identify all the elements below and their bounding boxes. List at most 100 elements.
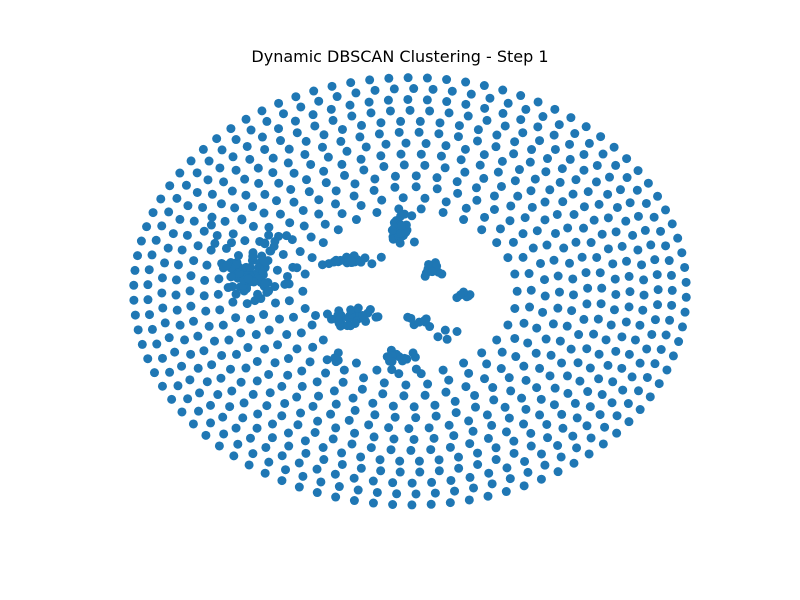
data-point [202, 377, 212, 387]
data-point [577, 252, 587, 262]
data-point [554, 287, 564, 297]
data-point [395, 238, 405, 248]
data-point [195, 388, 205, 398]
data-point [337, 124, 347, 134]
data-point [469, 483, 479, 493]
data-point [441, 387, 451, 397]
data-point [639, 275, 649, 285]
data-point [409, 237, 419, 247]
data-point [479, 150, 489, 160]
data-point [396, 211, 406, 221]
data-point [203, 175, 213, 185]
data-point [241, 114, 251, 124]
data-point [572, 443, 582, 453]
data-point [158, 353, 167, 363]
data-point [359, 373, 369, 383]
data-point [609, 305, 619, 315]
data-point [473, 125, 483, 135]
data-point [257, 106, 267, 116]
data-point [582, 344, 592, 354]
data-point [383, 95, 393, 105]
data-point [245, 433, 255, 443]
data-point [416, 149, 426, 159]
data-point [650, 359, 660, 369]
data-point [301, 136, 311, 146]
data-point [252, 423, 262, 433]
data-point [254, 178, 264, 188]
data-point [372, 207, 382, 217]
data-point [583, 387, 593, 397]
data-point [563, 223, 573, 233]
data-point [226, 272, 236, 282]
data-point [525, 302, 535, 312]
data-point [248, 252, 258, 262]
data-point [358, 310, 368, 320]
data-point [553, 467, 563, 477]
data-point [252, 376, 262, 386]
data-point [328, 115, 338, 125]
data-point [540, 275, 550, 285]
data-point [541, 167, 551, 177]
data-point [165, 181, 175, 191]
data-point [407, 478, 417, 488]
data-point [398, 193, 408, 203]
data-point [411, 413, 421, 423]
data-point [283, 428, 293, 438]
data-point [130, 265, 140, 275]
data-point [592, 160, 602, 170]
data-point [584, 138, 594, 148]
data-point [586, 433, 596, 443]
data-point [333, 225, 343, 235]
data-point [160, 318, 170, 328]
data-point [164, 207, 174, 217]
data-point [654, 379, 664, 389]
data-point [390, 412, 400, 422]
data-point [193, 331, 203, 341]
data-point [624, 271, 634, 281]
data-point [204, 321, 214, 331]
data-point [318, 443, 328, 452]
data-point [224, 335, 234, 345]
data-point [364, 420, 374, 430]
data-point [181, 180, 191, 190]
data-point [656, 226, 666, 236]
data-point [331, 186, 341, 196]
data-point [609, 142, 619, 152]
data-point [189, 256, 199, 266]
data-point [596, 132, 606, 142]
data-point [596, 299, 606, 309]
data-point [611, 346, 621, 356]
data-point [661, 241, 671, 251]
data-point [330, 199, 340, 209]
data-point [305, 357, 315, 367]
data-point [624, 417, 634, 427]
data-point [552, 209, 562, 219]
data-point [157, 381, 167, 391]
data-point [521, 375, 531, 385]
data-point [545, 371, 555, 381]
data-point [147, 250, 157, 260]
data-point [260, 278, 270, 288]
data-point [389, 434, 399, 444]
data-point [243, 343, 253, 353]
data-point [298, 471, 308, 481]
data-point [209, 336, 219, 346]
data-point [331, 423, 341, 433]
data-point [317, 260, 327, 270]
data-point [242, 141, 252, 151]
data-point [645, 392, 655, 402]
data-point [623, 399, 633, 409]
data-point [290, 116, 300, 126]
data-point [480, 212, 490, 222]
data-point [346, 305, 356, 315]
data-point [264, 457, 274, 467]
data-point [218, 412, 228, 422]
data-point [420, 193, 430, 203]
data-point [664, 256, 674, 266]
data-point [260, 468, 270, 478]
data-point [240, 174, 250, 184]
data-point [394, 127, 404, 137]
data-point [579, 149, 589, 159]
data-point [579, 314, 589, 324]
data-point [625, 287, 635, 297]
